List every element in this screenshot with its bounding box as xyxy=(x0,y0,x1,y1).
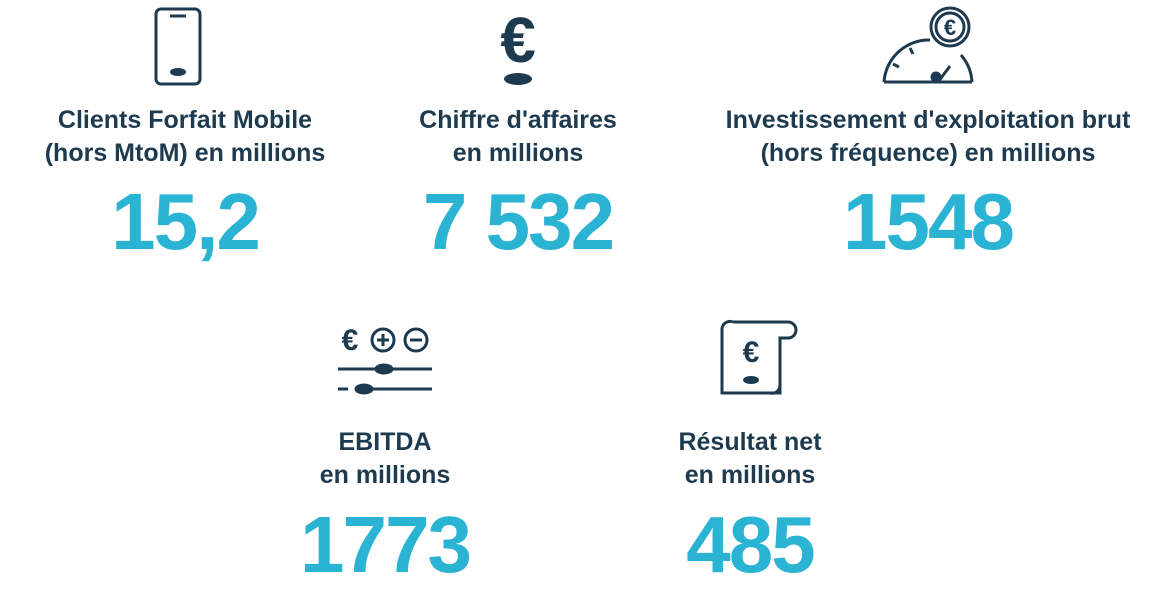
stat-label: en millions xyxy=(319,461,451,489)
stat-value: 1773 xyxy=(300,500,472,589)
stat-label: Chiffre d'affaires xyxy=(419,106,617,134)
svg-text:€: € xyxy=(342,324,359,357)
stat-value: 1548 xyxy=(843,177,1015,266)
stat-value: 7 532 xyxy=(422,177,615,266)
stat-value: 15,2 xyxy=(111,177,261,266)
receipt-icon: € xyxy=(720,319,798,395)
stat-label: Clients Forfait Mobile xyxy=(57,106,313,134)
svg-text:€: € xyxy=(500,4,536,76)
stat-label: Investissement d'exploitation brut xyxy=(725,106,1131,134)
euro-icon: € xyxy=(500,4,536,85)
svg-text:€: € xyxy=(743,336,760,369)
stat-label: Résultat net xyxy=(678,428,822,456)
svg-text:€: € xyxy=(944,15,956,40)
stat-label: en millions xyxy=(452,139,584,167)
page: € € € € Clients Forfait Mobile (hors MtoM… xyxy=(44,4,1131,585)
stat-label: en millions xyxy=(684,461,816,489)
icons: € € € € xyxy=(154,4,974,395)
gauge-icon: € xyxy=(882,6,974,84)
stat-label: (hors MtoM) en millions xyxy=(44,139,326,167)
ebitda-icon: € xyxy=(338,324,432,395)
phone-icon xyxy=(154,7,202,86)
stat-value: 485 xyxy=(686,500,815,589)
stat-label: EBITDA xyxy=(338,428,432,456)
stat-label: (hors fréquence) en millions xyxy=(760,139,1096,167)
